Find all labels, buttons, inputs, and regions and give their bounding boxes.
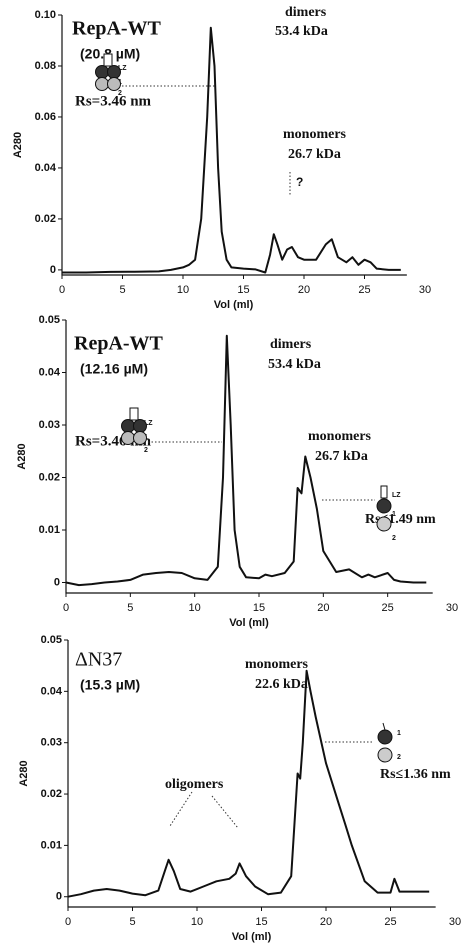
domain-icon [133,419,147,433]
panel-subtitle: (15.3 µM) [80,677,140,693]
data-line [65,334,427,587]
x-tick-label: 5 [119,284,125,296]
annotation: 2 [118,90,122,97]
leader-line [211,795,239,829]
y-tick-label: 0 [50,264,56,276]
domain-icon [377,747,393,763]
panel-title: RepA-WT [74,333,164,355]
x-tick-label: 15 [253,602,265,614]
leader-line [169,791,193,827]
x-tick-label: 30 [446,602,458,614]
y-tick-label: 0.02 [41,788,62,800]
x-tick-label: 30 [419,284,431,296]
domain-icon [133,431,147,445]
panel-title: RepA-WT [72,18,162,40]
annotation: LZ [118,65,127,72]
domain-icon [121,431,135,445]
x-tick-label: 10 [189,602,201,614]
domain-icon [107,77,121,91]
panel-title: ΔN37 [75,649,122,671]
annotation: 22.6 kDa [255,677,308,692]
y-axis-label: A280 [12,132,24,158]
domain-icon [107,65,121,79]
x-tick-label: 20 [320,916,332,928]
x-tick-label: 30 [449,916,461,928]
y-tick-label: 0.10 [35,9,56,21]
lz-icon [129,407,139,421]
x-tick-label: 0 [65,916,71,928]
annotation: oligomers [165,777,224,792]
y-tick-label: 0.08 [35,60,56,72]
x-tick-label: 25 [382,602,394,614]
y-tick-label: 0.03 [39,419,60,431]
x-tick-label: 15 [237,284,249,296]
annotation: 26.7 kDa [288,147,341,162]
x-tick-label: 25 [384,916,396,928]
y-tick-label: 0.04 [39,366,61,378]
annotation: dimers [270,337,312,352]
annotation: 2 [392,535,396,542]
data-line [62,26,401,274]
annotation: 1 [397,730,401,737]
x-tick-label: 5 [127,602,133,614]
x-tick-label: 25 [358,284,370,296]
y-tick-label: 0.03 [41,737,62,749]
x-tick-label: 10 [177,284,189,296]
y-tick-label: 0 [54,576,60,588]
domain-icon [376,498,392,514]
y-tick-label: 0.01 [41,839,62,851]
x-tick-label: 20 [298,284,310,296]
lz-icon [380,485,388,499]
lz-icon [103,53,113,67]
x-tick-label: 0 [59,284,65,296]
annotation: monomers [283,127,347,142]
y-tick-label: 0.01 [39,524,60,536]
domain-icon [376,516,392,532]
y-tick-label: 0.06 [35,111,56,123]
y-tick-label: 0 [56,891,62,903]
annotation: LZ [144,420,153,427]
domain-icon [95,65,109,79]
domain-icon [121,419,135,433]
annotation: Rs≤1.49 nm [365,512,436,527]
annotation: 26.7 kDa [315,449,368,464]
panel-subtitle: (12.16 µM) [80,361,148,377]
x-tick-label: 15 [255,916,267,928]
annotation: 1 [392,511,396,518]
x-axis-label: Vol (ml) [229,617,269,629]
annotation: 53.4 kDa [268,357,321,372]
x-tick-label: 10 [191,916,203,928]
annotation: Rs=3.46 nm [75,93,152,109]
annotation: 2 [144,447,148,454]
y-tick-label: 0.02 [35,213,56,225]
annotation: LZ [392,492,401,499]
domain-icon [95,77,109,91]
y-tick-label: 0.02 [39,471,60,483]
y-axis-label: A280 [16,443,28,469]
y-tick-label: 0.04 [41,685,63,697]
y-tick-label: 0.05 [39,314,60,326]
y-tick-label: 0.04 [35,162,57,174]
x-tick-label: 5 [129,916,135,928]
x-axis-label: Vol (ml) [232,931,272,943]
annotation: monomers [245,657,309,672]
y-axis-label: A280 [18,760,30,786]
annotation: 2 [397,754,401,761]
annotation: 53.4 kDa [275,24,328,39]
annotation: Rs≤1.36 nm [380,767,451,782]
data-line [67,669,430,898]
annotation: ? [296,175,303,189]
annotation: monomers [308,429,372,444]
y-tick-label: 0.05 [41,634,62,646]
x-tick-label: 20 [317,602,329,614]
domain-icon [377,729,393,745]
x-tick-label: 0 [63,602,69,614]
tail-icon [382,722,386,731]
annotation: dimers [285,5,327,20]
x-axis-label: Vol (ml) [214,299,254,311]
